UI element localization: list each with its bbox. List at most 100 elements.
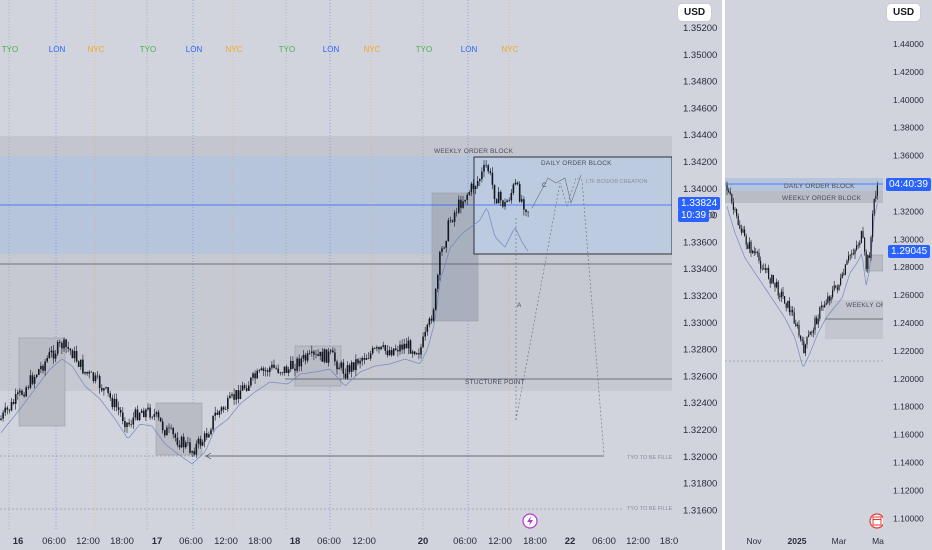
daily-ob-label: DAILY ORDER BLOCK: [541, 160, 612, 167]
right-candle-body: [822, 305, 824, 308]
candle-body: [453, 212, 456, 222]
candle-body: [256, 370, 258, 379]
candle-body: [25, 387, 27, 397]
left-time-tick: 06:00: [453, 536, 477, 547]
candle-body: [86, 371, 88, 374]
candle-body: [6, 407, 9, 410]
candle-body: [418, 353, 420, 355]
right-candle-body: [862, 231, 864, 238]
candle-body: [54, 353, 57, 359]
right-candle-body: [838, 284, 840, 290]
candle-body: [273, 364, 275, 368]
candle-body: [220, 407, 223, 412]
right-candle-body: [779, 295, 781, 298]
right-daily-ob-label: DAILY ORDER BLOCK: [784, 183, 855, 190]
session-label: TYO: [2, 45, 18, 54]
left-time-axis-background: [0, 530, 672, 550]
candle-body: [212, 415, 214, 430]
right-candle-body: [848, 255, 850, 261]
candle-body: [357, 359, 359, 364]
right-currency-button[interactable]: USD: [887, 4, 921, 21]
candle-body: [197, 438, 200, 444]
candle-body: [510, 193, 513, 201]
session-label: NYC: [364, 45, 381, 54]
session-label: LON: [461, 45, 478, 54]
candle-body: [449, 220, 452, 222]
candle-body: [182, 436, 185, 448]
right-price-tick: 1.16000: [893, 430, 924, 440]
left-chart-pane[interactable]: TYO LON NYC TYO LON NYC TYO LON NYC TYO LON NYC: [0, 0, 676, 530]
candle-body: [411, 351, 414, 354]
left-price-tick: 1.35000: [683, 50, 717, 61]
candle-body: [348, 365, 351, 372]
candle-body: [229, 395, 231, 399]
candle-body: [105, 387, 107, 389]
candle-body: [201, 441, 204, 446]
left-price-tick: 1.33600: [683, 237, 717, 248]
candle-body: [334, 352, 336, 362]
candle-body: [413, 351, 416, 355]
left-price-tick: 1.35200: [683, 23, 717, 34]
left-price-axis-background: [672, 0, 722, 550]
left-price-tick: 1.33200: [683, 291, 717, 302]
candle-body: [33, 376, 36, 384]
candle-body: [48, 352, 51, 359]
candle-body: [327, 351, 330, 363]
right-chart-pane[interactable]: DAILY ORDER BLOCK WEEKLY ORDER BLOCK WEE…: [725, 0, 891, 530]
right-candle-body: [726, 185, 728, 191]
right-candlesticks: [726, 181, 878, 357]
candle-body: [462, 201, 464, 208]
candle-body: [409, 340, 412, 354]
right-price-axis[interactable]: 1.440001.420001.400001.380001.360001.340…: [883, 0, 932, 550]
right-time-tick: Nov: [746, 536, 762, 546]
candle-body: [187, 442, 189, 443]
candle-body: [132, 417, 135, 425]
left-time-tick: 12:00: [488, 536, 512, 547]
pane-divider[interactable]: [722, 0, 725, 550]
left-price-tick: 1.34800: [683, 77, 717, 88]
right-candle-body: [851, 253, 853, 255]
left-price-axis[interactable]: 1.35200 1.35000 1.34800 1.34600 1.34400 1.342…: [672, 0, 722, 550]
right-candle-body: [801, 339, 803, 342]
right-price-tick: 1.42000: [893, 67, 924, 77]
right-time-axis[interactable]: Nov 2025 Mar Ma: [725, 530, 884, 550]
candle-body: [122, 412, 124, 422]
right-candle-body: [739, 224, 741, 229]
candle-body: [395, 348, 397, 350]
right-candle-body: [748, 241, 750, 249]
left-time-axis[interactable]: 16 06:00 12:00 18:00 17 06:00 12:00 18:00 18 06:0…: [0, 530, 678, 550]
right-candle-body: [760, 260, 762, 269]
candle-body: [40, 365, 42, 370]
candle-body: [342, 362, 345, 374]
left-time-tick: 12:00: [352, 536, 376, 547]
right-candle-body: [795, 323, 797, 326]
candle-body: [101, 388, 103, 391]
right-candle-body: [750, 241, 752, 253]
left-time-tick: 06:00: [317, 536, 341, 547]
lightning-bolt-icon[interactable]: [522, 513, 538, 529]
candle-body: [115, 398, 118, 408]
candle-body: [176, 437, 179, 445]
right-weekly-ob-label: WEEKLY ORDER BLOCK: [782, 195, 862, 202]
candle-body: [56, 341, 59, 354]
right-candle-body: [728, 190, 730, 192]
candle-body: [65, 339, 67, 348]
candle-body: [126, 422, 128, 428]
right-candle-body: [731, 194, 733, 203]
candle-body: [476, 180, 479, 187]
left-currency-button[interactable]: USD: [678, 4, 712, 21]
right-candle-body: [872, 213, 874, 238]
candle-body: [8, 409, 11, 411]
candle-body: [527, 211, 529, 213]
calendar-event-icon[interactable]: [869, 513, 885, 529]
candle-body: [63, 339, 65, 349]
right-candle-body: [790, 310, 792, 313]
left-time-tick: 22: [565, 536, 576, 547]
point-c-label: C: [542, 182, 547, 189]
left-time-tick: 06:00: [42, 536, 66, 547]
left-time-tick: 06:00: [592, 536, 616, 547]
candle-body: [474, 186, 477, 190]
candle-body: [178, 444, 181, 448]
